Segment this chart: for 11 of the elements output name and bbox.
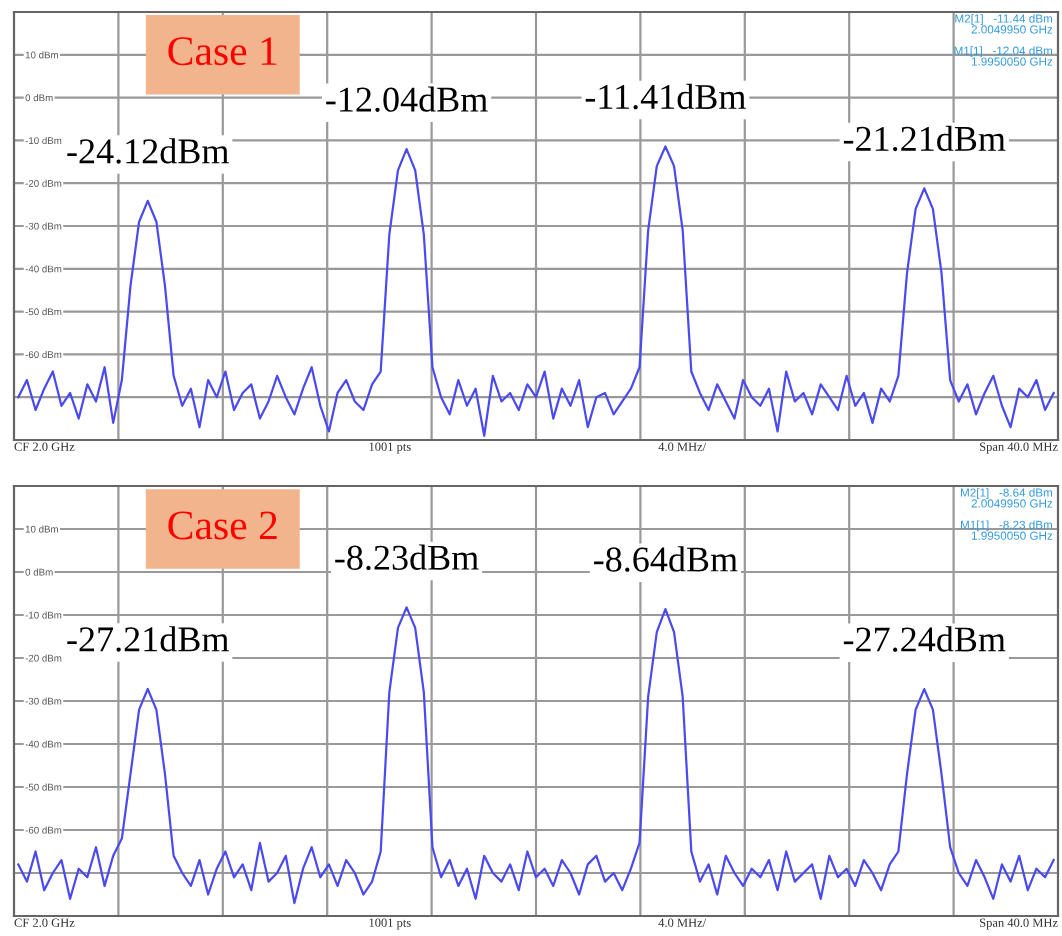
data-label: -12.04dBm (326, 86, 488, 112)
data-label: -8.64dBm (594, 546, 738, 572)
line-series (17, 606, 1055, 905)
data-label: -27.21dBm (67, 626, 229, 652)
data-label: -8.23dBm (335, 544, 479, 571)
data-label: -21.21dBm (843, 125, 1006, 152)
data-label: -11.41dBm (585, 83, 746, 110)
data-label: -24.12dBm (67, 138, 229, 164)
chart-title: Case 1 (168, 37, 277, 66)
data-label: -27.24dBm (843, 626, 1006, 652)
chart-title: Case 2 (168, 511, 277, 540)
